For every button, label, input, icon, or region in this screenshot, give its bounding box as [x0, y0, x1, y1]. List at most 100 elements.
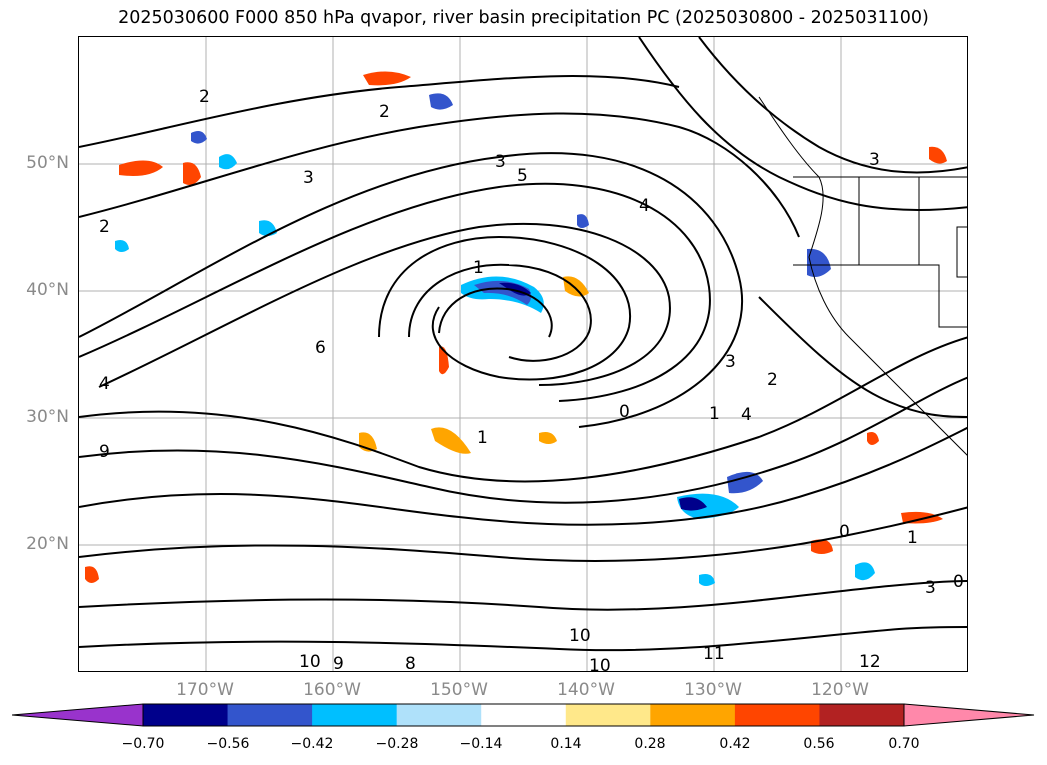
contour-label: 2: [99, 217, 110, 237]
precip-patch-negative: [429, 93, 453, 110]
contour-line: [79, 152, 744, 428]
lat-label-40n: 40°N: [26, 280, 69, 300]
contour-label: 0: [839, 522, 850, 542]
contour-label: 3: [925, 578, 936, 598]
map-canvas: 2 2 2 3 3 3 5 4 1 1 1 6 4 0 9 4 3 2 1 0 …: [79, 37, 967, 672]
contour-label: 0: [953, 572, 964, 592]
precip-patch-negative: [219, 154, 237, 170]
contour-label: 4: [99, 374, 110, 394]
contour-label: 5: [517, 166, 528, 186]
contour-line: [79, 112, 800, 238]
contour-line: [79, 376, 967, 504]
colorbar-segment: [12, 704, 143, 726]
colorbar-tick-label: −0.28: [375, 736, 419, 752]
graticule: [79, 37, 967, 671]
precip-patch-positive: [929, 146, 947, 164]
contour-label: 4: [741, 405, 752, 425]
contour-line: [698, 37, 967, 174]
contour-label: 9: [333, 654, 344, 672]
precip-patch-negative: [855, 562, 875, 581]
precip-patch-positive: [363, 71, 411, 86]
contour-line: [79, 336, 967, 483]
precip-patch-negative: [259, 220, 277, 236]
contour-label: 9: [99, 442, 110, 462]
contour-label: 0: [619, 402, 630, 422]
contour-label: 10: [299, 652, 321, 672]
contour-label: 2: [767, 370, 778, 390]
contour-line: [98, 222, 671, 388]
lon-label-170w: 170°W: [176, 680, 234, 700]
precip-patch-negative: [727, 471, 763, 494]
colorbar-segment: [227, 704, 313, 726]
colorbar-tick-label: 0.70: [888, 736, 920, 752]
colorbar-tick-label: 0.42: [719, 736, 751, 752]
contour-line: [438, 287, 553, 338]
contour-line: [758, 296, 967, 418]
contour-line: [79, 626, 967, 652]
contour-line: [79, 75, 680, 148]
colorbar-segment: [143, 704, 229, 726]
precip-patch-positive: [85, 566, 99, 583]
lon-label-160w: 160°W: [303, 680, 361, 700]
contour-label: 10: [569, 626, 591, 646]
contour-label: 3: [869, 150, 880, 170]
lat-label-20n: 20°N: [26, 534, 69, 554]
contour-label: 1: [907, 528, 918, 548]
precip-patch-positive: [539, 432, 557, 444]
contour-label: 11: [703, 644, 725, 664]
colorbar-tick-label: −0.56: [206, 736, 250, 752]
contour-label: 8: [405, 654, 416, 672]
contour-label: 12: [859, 652, 881, 672]
lon-label-130w: 130°W: [684, 680, 742, 700]
lon-label-140w: 140°W: [557, 680, 615, 700]
contour-line: [378, 235, 632, 381]
precip-patch-negative: [577, 214, 589, 228]
precip-patch-negative: [807, 248, 831, 277]
colorbar-segment: [650, 704, 736, 726]
colorbar-tick-label: −0.42: [290, 736, 334, 752]
colorbar-tick-label: 0.14: [550, 736, 582, 752]
coastline: [758, 96, 967, 456]
colorbar-segment: [565, 704, 651, 726]
precip-patch-positive: [563, 276, 589, 297]
precip-patch-positive: [811, 539, 833, 554]
colorbar-segment: [734, 704, 821, 726]
contour-line: [408, 263, 592, 362]
qvapor-contours: [79, 37, 967, 652]
precipitation-patches: [85, 71, 947, 586]
precip-patch-negative: [191, 131, 207, 144]
contour-label: 2: [199, 87, 210, 107]
colorbar-segment: [312, 704, 398, 726]
precip-patch-negative: [115, 240, 129, 252]
coastline-path: [758, 96, 967, 456]
colorbar-segment: [819, 704, 905, 726]
state-border: [793, 264, 967, 328]
colorbar-tick-label: 0.28: [634, 736, 666, 752]
colorbar-tick-label: −0.70: [121, 736, 165, 752]
precip-patch-positive: [867, 432, 879, 445]
contour-label: 3: [303, 168, 314, 188]
precip-patch-negative: [679, 497, 707, 511]
contour-label: 3: [495, 152, 506, 172]
precip-patch-positive: [119, 160, 163, 176]
contour-line: [79, 506, 967, 562]
precip-patch-negative: [699, 574, 715, 586]
colorbar: [12, 703, 1035, 727]
colorbar-segment: [396, 704, 482, 726]
colorbar-tick-label: −0.14: [459, 736, 503, 752]
contour-label: 3: [725, 352, 736, 372]
contour-label: 2: [379, 102, 390, 122]
contour-line: [79, 182, 711, 402]
lon-label-150w: 150°W: [430, 680, 488, 700]
contour-label: 10: [589, 656, 611, 672]
map-title: 2025030600 F000 850 hPa qvapor, river ba…: [118, 8, 929, 28]
contour-label: 6: [315, 338, 326, 358]
contour-label: 4: [639, 196, 650, 216]
colorbar-tick-label: 0.56: [803, 736, 835, 752]
map-panel: 2 2 2 3 3 3 5 4 1 1 1 6 4 0 9 4 3 2 1 0 …: [78, 36, 968, 672]
lat-label-30n: 30°N: [26, 407, 69, 427]
contour-labels: 2 2 2 3 3 3 5 4 1 1 1 6 4 0 9 4 3 2 1 0 …: [99, 87, 964, 672]
lat-label-50n: 50°N: [26, 153, 69, 173]
precip-patch-positive: [431, 427, 471, 454]
contour-label: 1: [473, 258, 484, 278]
